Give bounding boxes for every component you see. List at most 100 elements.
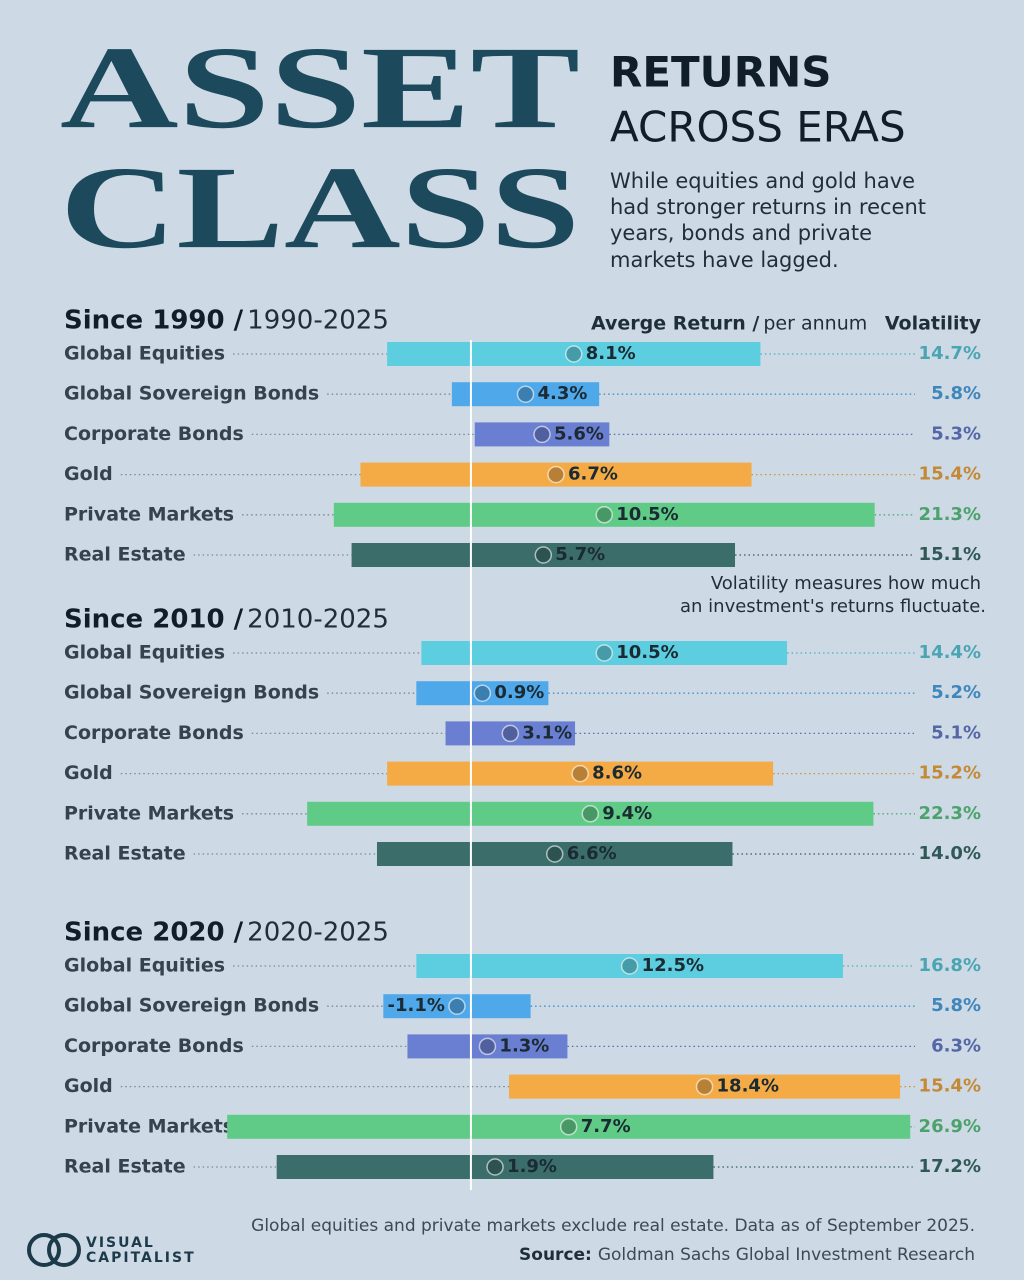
return-label: 7.7% [581, 1116, 631, 1137]
return-label: 5.6% [554, 423, 604, 444]
description: While equities and gold have [610, 169, 915, 193]
return-label: 6.7% [568, 464, 618, 485]
return-label: 4.3% [538, 383, 588, 404]
subtitle: ACROSS ERAS [610, 103, 906, 152]
volatility-label: 21.3% [919, 504, 981, 525]
subtitle-bold: RETURNS [610, 48, 832, 97]
return-dot [501, 724, 520, 743]
note: an investment's returns fluctuate. [680, 596, 986, 617]
main-title: CLASS [60, 142, 580, 273]
return-dot [695, 1077, 714, 1096]
volatility-label: 6.3% [931, 1035, 981, 1056]
column-header: Averge Return / [591, 313, 759, 335]
volatility-label: 5.1% [931, 722, 981, 743]
volatility-label: 5.3% [931, 423, 981, 444]
category-label: Private Markets [64, 503, 234, 525]
footer-note: Global equities and private markets excl… [251, 1216, 975, 1236]
category-label: Real Estate [64, 1156, 186, 1178]
category-label: Real Estate [64, 843, 186, 865]
return-dot [516, 385, 535, 403]
category-label: Private Markets [64, 802, 234, 824]
description: years, bonds and private [610, 221, 872, 245]
volatility-label: 16.8% [919, 955, 981, 976]
return-dot [545, 845, 564, 863]
return-label: 1.3% [499, 1035, 549, 1056]
volatility-label: 15.4% [919, 464, 981, 485]
description: markets have lagged. [610, 248, 839, 272]
column-header: Volatility [885, 313, 982, 335]
return-dot [547, 465, 565, 484]
return-label: 6.6% [567, 843, 617, 864]
category-label: Corporate Bonds [64, 722, 244, 744]
return-label: 1.9% [507, 1156, 557, 1177]
category-label: Real Estate [64, 544, 186, 566]
logo [27, 1233, 81, 1267]
category-label: Global Equities [64, 343, 225, 365]
return-dot [595, 644, 613, 662]
return-label: 9.4% [602, 803, 652, 824]
volatility-label: 5.2% [931, 682, 981, 703]
category-label: Global Equities [64, 642, 225, 664]
logo-text: CAPITALIST [86, 1250, 196, 1266]
section-title: Since 1990 / [64, 306, 244, 336]
volatility-label: 15.4% [919, 1076, 981, 1097]
volatility-label: 5.8% [931, 383, 981, 404]
category-label: Corporate Bonds [64, 1035, 244, 1057]
source-label: Source: [519, 1245, 592, 1265]
return-dot [448, 997, 466, 1015]
category-label: Global Sovereign Bonds [64, 682, 319, 704]
category-label: Corporate Bonds [64, 423, 244, 445]
return-dot [595, 506, 613, 524]
return-label: 10.5% [616, 504, 678, 525]
return-label: 5.7% [555, 544, 605, 565]
source: Goldman Sachs Global Investment Research [598, 1245, 975, 1265]
return-label: 12.5% [642, 955, 704, 976]
category-label: Gold [64, 1075, 113, 1097]
volatility-label: 26.9% [919, 1116, 981, 1137]
column-header-unit: per annum [763, 313, 867, 335]
section-title: Since 2020 / [64, 918, 244, 948]
return-dot [533, 425, 551, 444]
category-label: Private Markets [64, 1115, 234, 1137]
section-title: Since 2010 / [64, 605, 244, 635]
return-dot [565, 345, 583, 363]
section-subtitle: 2010-2025 [247, 605, 389, 635]
return-dot [620, 957, 639, 975]
volatility-label: 5.8% [931, 995, 981, 1016]
category-label: Global Equities [64, 955, 225, 977]
volatility-label: 14.4% [919, 642, 981, 663]
volatility-label: 22.3% [919, 803, 981, 824]
return-dot [473, 684, 492, 702]
return-label: 10.5% [616, 642, 678, 663]
return-label: 18.4% [717, 1076, 779, 1097]
return-dot [486, 1158, 504, 1176]
return-label: 8.1% [586, 343, 636, 364]
return-dot [571, 764, 589, 783]
return-label: 0.9% [494, 682, 544, 703]
volatility-label: 17.2% [919, 1156, 981, 1177]
volatility-label: 14.0% [919, 843, 981, 864]
return-label: 3.1% [522, 722, 572, 743]
return-dot [559, 1118, 578, 1136]
note: Volatility measures how much [711, 573, 981, 594]
volatility-label: 14.7% [919, 343, 981, 364]
category-label: Global Sovereign Bonds [64, 995, 319, 1017]
description: had stronger returns in recent [610, 195, 926, 219]
logo-mark [47, 1233, 81, 1267]
logo-mark [27, 1233, 61, 1267]
category-label: Gold [64, 463, 113, 485]
category-label: Gold [64, 762, 113, 784]
logo-text: VISUAL [86, 1235, 155, 1251]
main-title: ASSET [60, 22, 580, 153]
return-dot [478, 1037, 497, 1056]
return-label: 8.6% [592, 763, 642, 784]
return-dot [581, 805, 600, 823]
section-subtitle: 2020-2025 [247, 918, 389, 948]
category-label: Global Sovereign Bonds [64, 383, 319, 405]
volatility-label: 15.2% [919, 763, 981, 784]
return-label: -1.1% [388, 995, 445, 1016]
section-subtitle: 1990-2025 [247, 306, 389, 336]
return-dot [534, 546, 553, 564]
